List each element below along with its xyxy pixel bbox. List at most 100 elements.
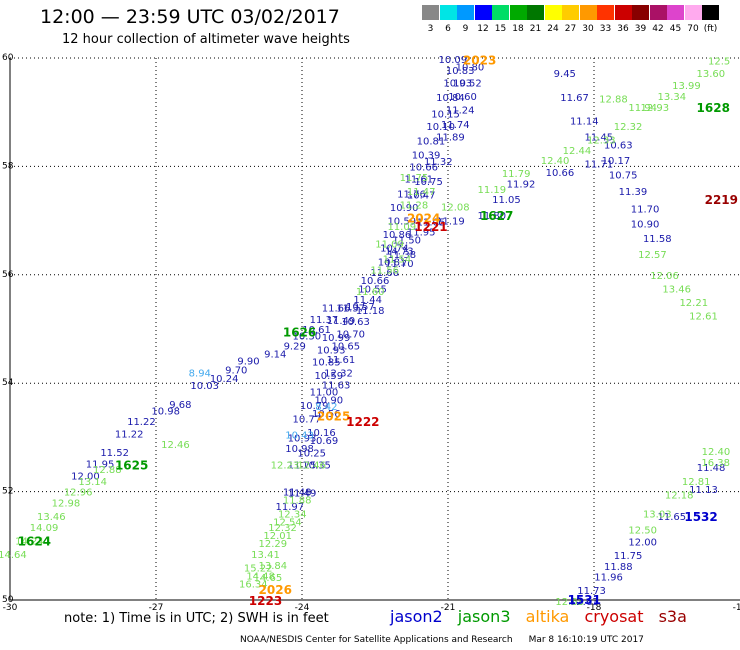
wave-height-value: 10.75 xyxy=(414,177,443,188)
wave-height-value: 10.10 xyxy=(426,122,455,133)
wave-height-value: 10.03 xyxy=(190,381,219,392)
wave-height-value: 13.46 xyxy=(662,284,691,295)
scale-label: 70 xyxy=(687,24,699,34)
wave-height-value: 10.84 xyxy=(436,93,465,104)
y-tick-label: 54 xyxy=(2,378,14,388)
wave-height-value: 12.06 xyxy=(650,271,679,282)
wave-height-value: 10.66 xyxy=(546,168,575,179)
scale-swatch xyxy=(597,5,614,20)
wave-height-value: 9.14 xyxy=(264,349,286,360)
wave-height-value: 11.80 xyxy=(477,211,506,222)
y-tick-label: 56 xyxy=(2,270,14,280)
x-tick-label: -18 xyxy=(587,603,602,613)
wave-height-value: 11.09 xyxy=(375,239,404,250)
wave-height-value: 13.34 xyxy=(658,92,687,103)
wave-height-value: 11.61 xyxy=(404,174,433,185)
scale-swatch xyxy=(439,5,457,20)
scale-swatch xyxy=(632,5,649,20)
wave-height-value: 12.32 xyxy=(324,368,353,379)
scale-label: 21 xyxy=(529,24,542,34)
wave-height-value: 11.49 xyxy=(288,489,317,500)
wave-height-value: 11.37 xyxy=(310,315,339,326)
chart-subtitle: 12 hour collection of altimeter wave hei… xyxy=(62,32,350,47)
scale-label: 30 xyxy=(582,24,594,34)
wave-height-value: 11.54 xyxy=(383,255,412,266)
wave-height-value: 10.69 xyxy=(310,436,339,447)
wave-height-value: 10.90 xyxy=(314,395,343,406)
scale-label: 24 xyxy=(547,24,559,34)
wave-height-value: 11.37 xyxy=(336,303,365,314)
wave-height-value: 11.45 xyxy=(585,133,614,144)
wave-height-value: 10.77 xyxy=(293,414,322,425)
wave-height-value: 14.64 xyxy=(0,550,27,561)
track-time-label: 2026 xyxy=(259,583,292,597)
wave-height-value: 10.59 xyxy=(387,217,416,228)
scale-label: 15 xyxy=(494,24,507,34)
wave-height-value: 12.93 xyxy=(641,103,670,114)
wave-height-value: 11.88 xyxy=(283,496,312,507)
wave-height-value: 12.32 xyxy=(614,122,643,133)
wave-height-value: 15.22 xyxy=(244,563,273,574)
track-time-label: 1222 xyxy=(346,415,379,429)
y-tick-label: 52 xyxy=(2,487,13,497)
track-time-label: 2023 xyxy=(463,54,496,68)
wave-height-value: 10.39 xyxy=(412,150,441,161)
wave-height-value: 11.61 xyxy=(327,355,356,366)
wave-height-value: 12.88 xyxy=(93,465,122,476)
wave-height-value: 11.94 xyxy=(628,103,657,114)
wave-height-value: 13.41 xyxy=(251,550,280,561)
x-tick-label: -21 xyxy=(441,603,456,613)
wave-height-value: 10.09 xyxy=(439,55,468,66)
wave-height-value: 11.66 xyxy=(322,303,351,314)
wave-height-value: 11.14 xyxy=(570,116,599,127)
wave-height-value: 11.65 xyxy=(658,512,687,523)
wave-height-value: 10.81 xyxy=(378,257,407,268)
wave-height-value: 12.29 xyxy=(258,539,287,550)
wave-height-value: 10.90 xyxy=(631,219,660,230)
wave-height-value: 10.60 xyxy=(448,92,477,103)
wave-height-value: 11.49 xyxy=(327,316,356,327)
wave-height-value: 10.98 xyxy=(285,444,314,455)
wave-height-value: 11.92 xyxy=(507,180,536,191)
wave-height-value: 10.79 xyxy=(300,401,329,412)
wave-height-value: 10.63 xyxy=(341,317,370,328)
legend-jason2: jason2 xyxy=(390,607,443,626)
wave-height-value: 9.29 xyxy=(284,341,306,352)
wave-height-value: 13.14 xyxy=(78,477,107,488)
wave-height-value: 14.09 xyxy=(30,523,59,534)
wave-height-value: 11.88 xyxy=(604,562,633,573)
wave-height-value: 13.99 xyxy=(672,81,701,92)
track-time-label: 1221 xyxy=(414,220,447,234)
wave-height-value: 12.08 xyxy=(441,203,470,214)
wave-height-value: 10.80 xyxy=(456,63,485,74)
wave-height-value: 11.28 xyxy=(400,200,429,211)
scale-label: 27 xyxy=(564,24,577,34)
wave-height-value: 11.44 xyxy=(353,295,382,306)
track-time-label: 1531 xyxy=(568,593,601,607)
scale-swatch xyxy=(649,5,667,20)
track-time-label: 1625 xyxy=(115,459,148,473)
wave-height-value: 10.66 xyxy=(409,162,438,173)
scale-label: 33 xyxy=(599,24,612,34)
track-time-label: 1624 xyxy=(18,534,51,548)
wave-height-value: 16.38 xyxy=(701,458,730,469)
scale-swatch xyxy=(702,5,719,20)
wave-height-value: 11.24 xyxy=(446,105,475,116)
scale-swatch xyxy=(474,5,492,20)
x-tick-label: -30 xyxy=(3,603,18,613)
wave-height-value: 10.98 xyxy=(151,406,180,417)
wave-height-value: 11.74 xyxy=(441,120,470,131)
wave-height-value: 10.93 xyxy=(443,78,472,89)
wave-height-value: 12.40 xyxy=(541,156,570,167)
scale-swatch xyxy=(684,5,702,20)
wave-height-value: 11.60 xyxy=(356,287,385,298)
wave-height-value: 12.88 xyxy=(599,95,628,106)
wave-height-value: 16.34 xyxy=(239,580,268,591)
wave-height-value: 10.17 xyxy=(602,156,631,167)
scale-swatch xyxy=(527,5,544,20)
wave-height-value: 11.39 xyxy=(619,187,648,198)
scale-label: 6 xyxy=(445,24,451,34)
wave-height-value: 10.90 xyxy=(390,203,419,214)
wave-height-value: 11.58 xyxy=(643,234,672,245)
wave-height-value: 11.00 xyxy=(310,387,339,398)
